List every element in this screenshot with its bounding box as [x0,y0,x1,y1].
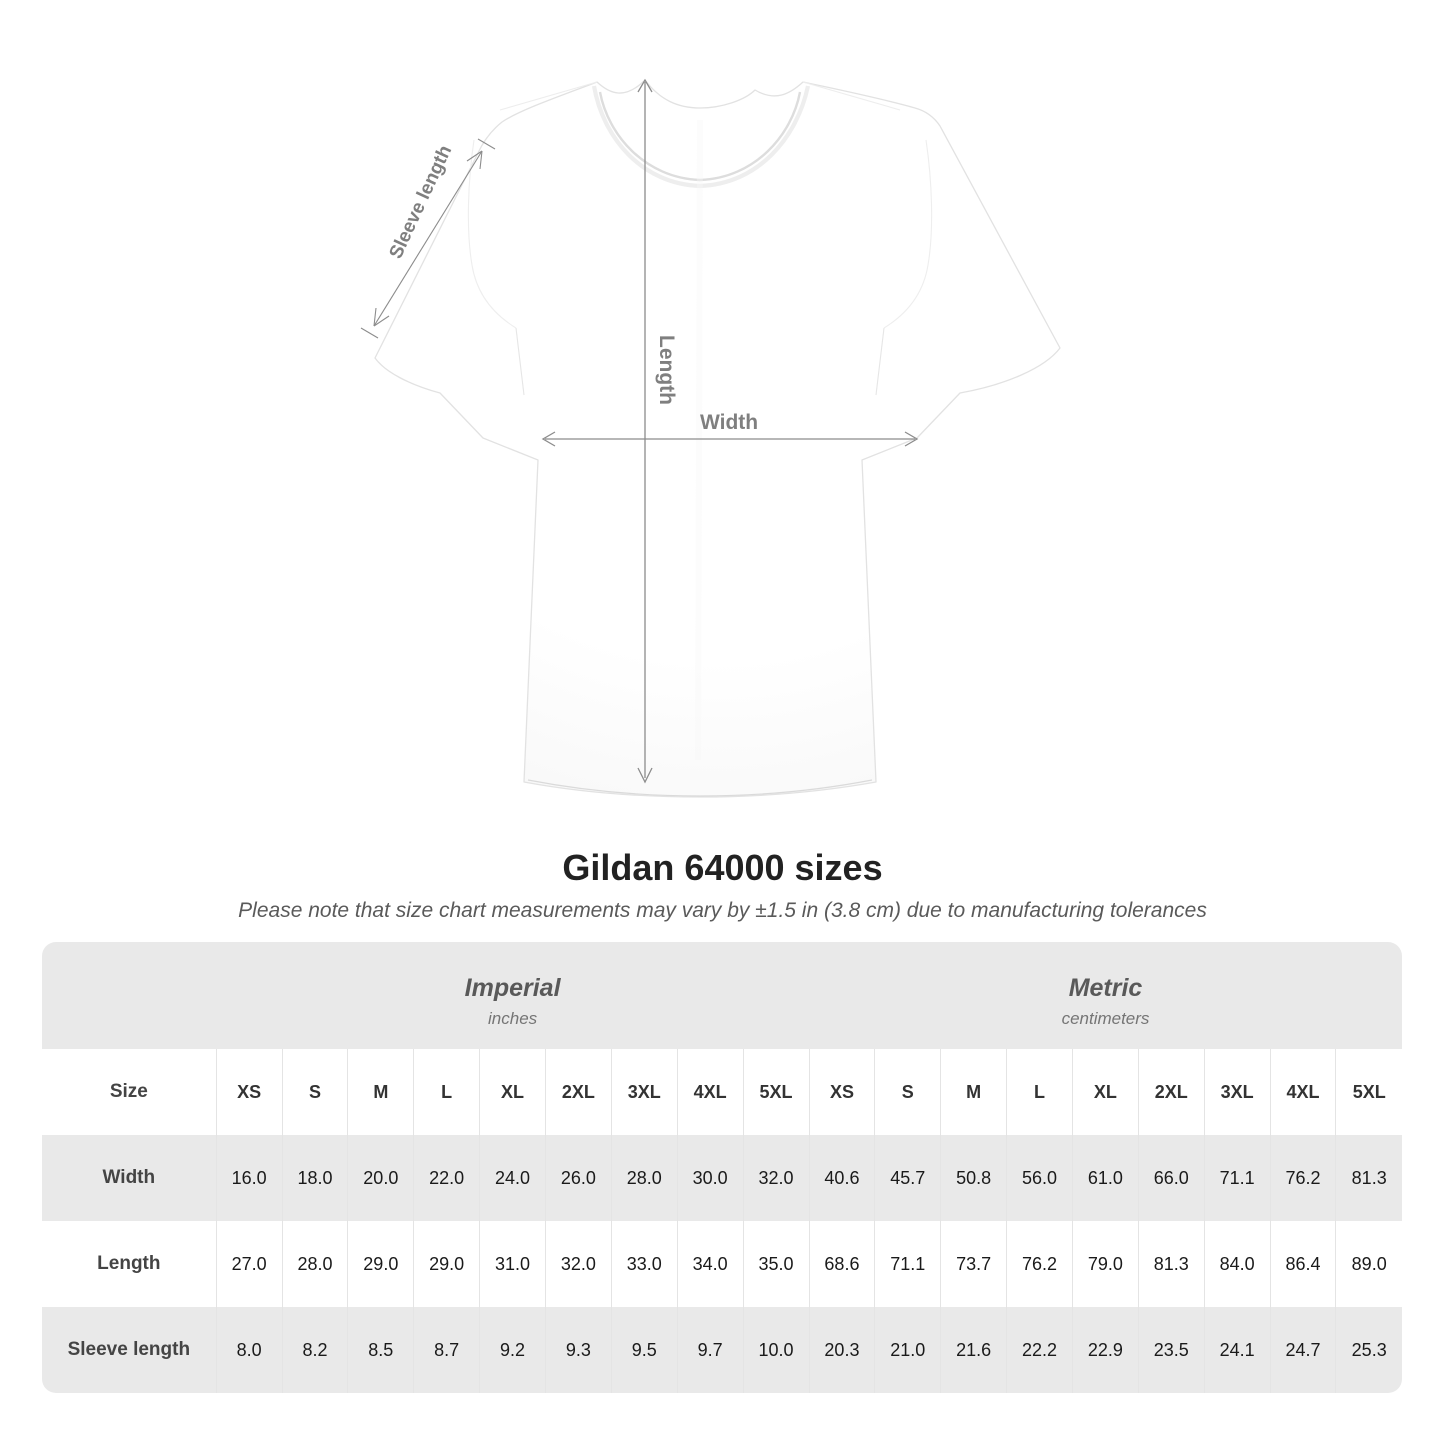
svg-text:Width: Width [700,411,758,434]
svg-text:Sleeve length: Sleeve length [385,142,456,262]
svg-text:Length: Length [655,335,678,405]
